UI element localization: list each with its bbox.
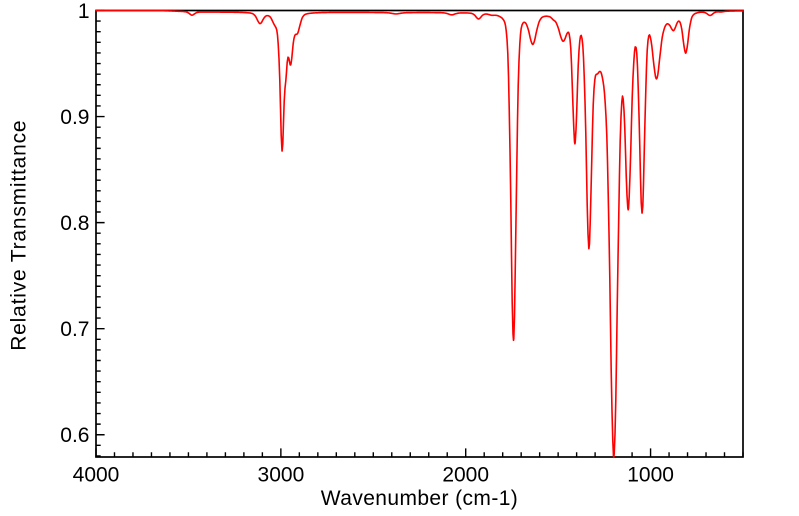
svg-text:0.9: 0.9 (60, 106, 89, 129)
svg-text:0.7: 0.7 (60, 318, 89, 341)
svg-text:3000: 3000 (258, 464, 305, 487)
svg-text:Wavenumber (cm-1): Wavenumber (cm-1) (321, 487, 518, 510)
svg-text:Relative Transmittance: Relative Transmittance (8, 120, 31, 351)
svg-text:0.8: 0.8 (60, 212, 89, 235)
svg-text:2000: 2000 (442, 464, 489, 487)
svg-text:1: 1 (78, 0, 90, 23)
svg-text:4000: 4000 (73, 464, 120, 487)
svg-text:0.6: 0.6 (60, 424, 89, 447)
svg-text:1000: 1000 (627, 464, 674, 487)
